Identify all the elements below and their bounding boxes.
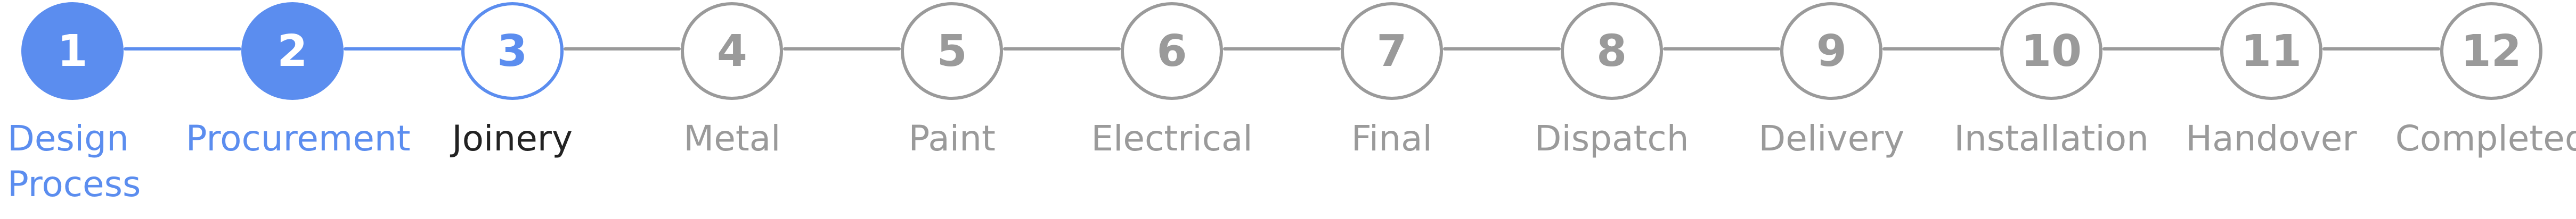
step-number-circle[interactable]: 10 <box>2000 2 2103 100</box>
step-number-circle[interactable]: 1 <box>21 2 124 100</box>
step-label: Paint <box>908 118 996 159</box>
step-3[interactable]: 3 Joinery <box>406 0 619 219</box>
step-connector <box>343 47 461 50</box>
step-label: Handover <box>2186 118 2357 159</box>
step-label: Final <box>1351 118 1432 159</box>
step-number-circle[interactable]: 4 <box>681 2 784 100</box>
step-label: Procurement <box>185 118 411 159</box>
step-label: Electrical <box>1091 118 1253 159</box>
step-label: Metal <box>683 118 781 159</box>
step-connector <box>124 47 241 50</box>
step-5[interactable]: 5 Paint <box>845 0 1058 219</box>
step-connector <box>563 47 681 50</box>
step-connector <box>2102 47 2220 50</box>
step-connector <box>1662 47 1781 50</box>
step-connector <box>1003 47 1121 50</box>
step-connector <box>1223 47 1341 50</box>
step-number-circle[interactable]: 9 <box>1780 2 1883 100</box>
step-8[interactable]: 8 Dispatch <box>1505 0 1718 219</box>
step-label: Joinery <box>452 118 573 159</box>
step-label: Design Process <box>7 118 141 205</box>
step-connector <box>1442 47 1561 50</box>
step-4[interactable]: 4 Metal <box>625 0 838 219</box>
step-label: Dispatch <box>1534 118 1689 159</box>
step-number-circle[interactable]: 11 <box>2220 2 2322 100</box>
step-connector <box>1882 47 2001 50</box>
step-label: Delivery <box>1758 118 1905 159</box>
step-connector <box>2322 47 2440 50</box>
step-number-circle[interactable]: 3 <box>461 2 564 100</box>
step-number-circle[interactable]: 6 <box>1121 2 1223 100</box>
step-number-circle[interactable]: 7 <box>1340 2 1443 100</box>
step-12[interactable]: 12 Completed <box>2385 0 2576 219</box>
step-10[interactable]: 10 Installation <box>1945 0 2158 219</box>
step-1[interactable]: 1 Design Process <box>0 0 179 219</box>
step-number-circle[interactable]: 12 <box>2440 2 2542 100</box>
step-label: Installation <box>1954 118 2149 159</box>
step-connector <box>783 47 901 50</box>
step-7[interactable]: 7 Final <box>1285 0 1498 219</box>
step-9[interactable]: 9 Delivery <box>1725 0 1938 219</box>
step-2[interactable]: 2 Procurement <box>185 0 411 219</box>
step-number-circle[interactable]: 5 <box>901 2 1004 100</box>
step-11[interactable]: 11 Handover <box>2165 0 2378 219</box>
step-label: Completed <box>2395 118 2576 159</box>
step-number-circle[interactable]: 2 <box>241 2 344 100</box>
step-number-circle[interactable]: 8 <box>1560 2 1663 100</box>
step-6[interactable]: 6 Electrical <box>1065 0 1278 219</box>
